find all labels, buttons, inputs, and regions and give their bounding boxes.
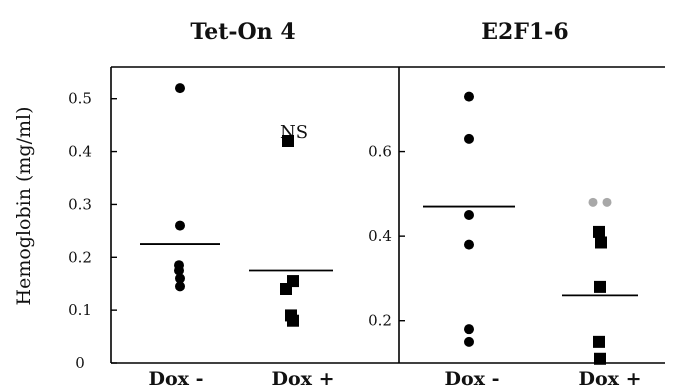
y-tick-label-1-1: 0.1 [68,301,92,319]
data-point-2-1-3 [464,239,474,250]
category-label-dox-minus-1: Dox - [149,368,204,389]
data-point-2-2-1 [595,236,607,249]
data-point-1-1-3 [174,265,184,276]
data-point-2-1-4 [464,324,474,335]
data-point-2-1-0 [464,91,474,102]
data-point-2-2-0 [593,225,605,238]
data-point-1-1-0 [175,83,185,94]
category-label-dox-minus-2: Dox - [445,368,500,389]
data-point-1-1-5 [175,281,185,292]
data-point-1-2-4 [287,314,299,327]
data-point-2-1-5 [464,336,474,347]
y-tick-label-2-0: 0.2 [368,312,392,330]
gray-point-2-2-0b [602,197,612,207]
panel-title-tet-on: Tet-On 4 [190,19,295,45]
gray-point-2-2-0a [588,197,598,207]
data-point-2-2-2 [594,280,606,293]
plot-frame [110,66,665,364]
y-tick-label-1-5: 0.5 [68,90,92,108]
data-point-1-2-2 [280,283,292,295]
data-point-2-2-4 [594,352,606,365]
data-point-2-1-2 [464,210,474,220]
chart-marks: 0 0.1 0.2 0.3 0.4 0.5 0.2 0.4 0.6 [68,83,638,372]
y-tick-label-2-2: 0.6 [368,143,392,161]
y-tick-label-2-1: 0.4 [368,227,392,245]
data-point-2-1-1 [464,133,474,144]
category-label-dox-plus-1: Dox + [271,368,334,389]
data-point-2-2-3 [593,335,605,348]
data-point-1-2-0 [282,135,294,147]
y-tick-label-1-2: 0.2 [68,248,92,266]
data-point-1-1-4 [175,273,185,284]
y-tick-label-1-0: 0 [75,354,85,372]
y-tick-label-1-3: 0.3 [68,195,92,213]
data-point-1-1-1 [175,220,185,231]
panel-title-e2f1: E2F1-6 [481,19,568,45]
y-axis-label: Hemoglobin (mg/ml) [13,107,35,306]
y-tick-label-1-4: 0.4 [68,143,92,161]
category-label-dox-plus-2: Dox + [578,368,641,389]
